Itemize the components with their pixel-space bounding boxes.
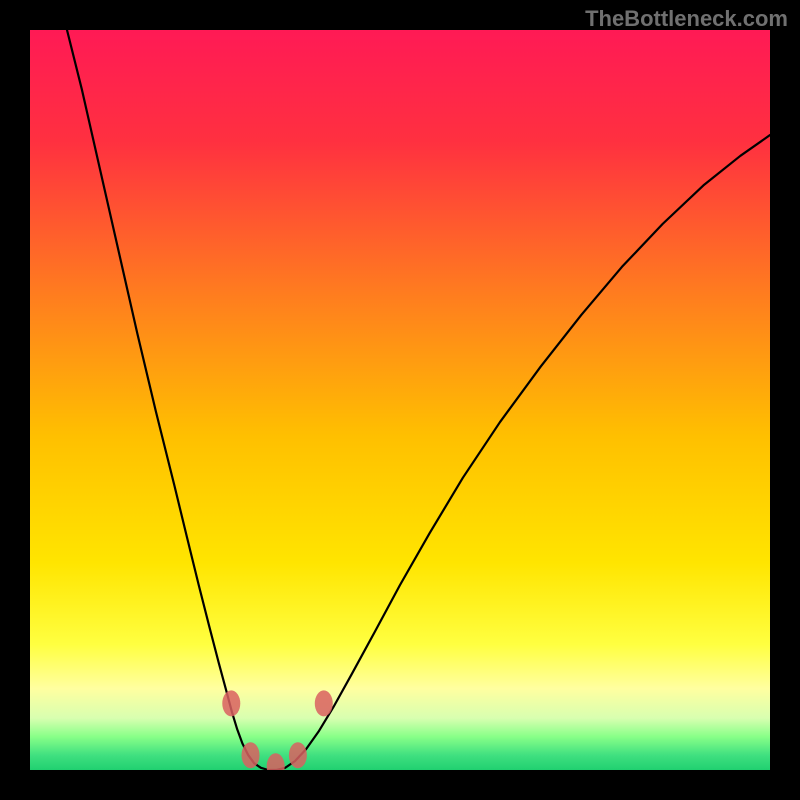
curve-marker bbox=[289, 742, 307, 768]
bottleneck-chart bbox=[30, 30, 770, 770]
curve-marker bbox=[242, 742, 260, 768]
watermark-text: TheBottleneck.com bbox=[585, 6, 788, 32]
chart-background bbox=[30, 30, 770, 770]
curve-marker bbox=[222, 690, 240, 716]
curve-marker bbox=[315, 690, 333, 716]
chart-svg bbox=[30, 30, 770, 770]
